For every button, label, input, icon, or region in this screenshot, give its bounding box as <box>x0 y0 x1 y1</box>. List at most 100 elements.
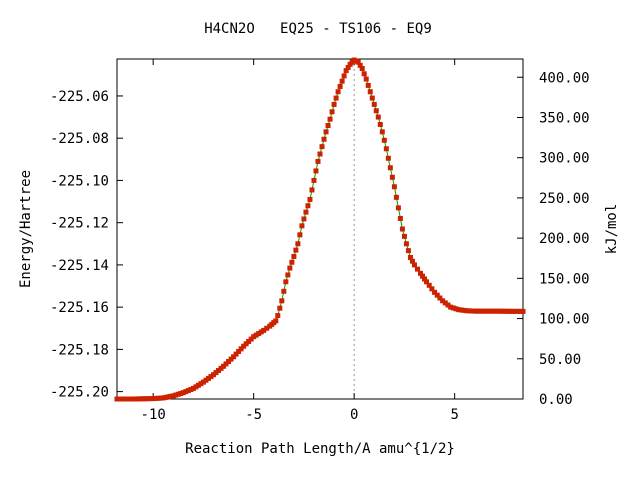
data-point <box>236 348 242 354</box>
data-point <box>417 270 423 276</box>
y-tick-label: -225.20 <box>50 385 109 401</box>
data-point <box>133 396 139 402</box>
data-point <box>301 216 307 222</box>
data-point <box>193 384 199 390</box>
data-point <box>130 396 136 402</box>
data-point <box>291 253 297 259</box>
data-point <box>218 365 224 371</box>
y-tick-label: -225.12 <box>50 216 109 232</box>
data-point <box>143 396 149 402</box>
data-point <box>397 215 403 221</box>
data-point <box>472 308 478 314</box>
data-point <box>469 308 475 314</box>
data-point <box>497 308 503 314</box>
x-axis-ticks: -10 -5 0 5 <box>141 59 459 423</box>
data-point <box>170 393 176 399</box>
data-point <box>188 386 194 392</box>
data-point <box>183 389 189 395</box>
data-point <box>343 68 349 74</box>
data-point <box>295 241 301 247</box>
data-point <box>297 232 303 238</box>
x-tick-label: -10 <box>141 407 166 423</box>
data-point <box>238 346 244 352</box>
data-point <box>160 395 166 401</box>
data-point <box>231 354 237 360</box>
data-point <box>155 395 161 401</box>
data-point <box>509 308 515 314</box>
y2-tick-label: 250.00 <box>539 191 590 207</box>
data-point <box>331 101 337 107</box>
y-tick-label: -225.10 <box>50 173 109 189</box>
x-tick-label: -5 <box>245 407 262 423</box>
data-point <box>365 82 371 88</box>
data-point <box>319 144 325 150</box>
y-tick-label: -225.08 <box>50 131 109 147</box>
data-point <box>492 308 498 314</box>
data-point <box>458 307 464 313</box>
data-point <box>321 136 327 142</box>
data-point <box>442 300 448 306</box>
data-point <box>287 265 293 271</box>
y2-tick-label: 400.00 <box>539 70 590 86</box>
data-point <box>409 258 415 264</box>
data-point <box>198 381 204 387</box>
data-point <box>333 95 339 101</box>
data-point <box>200 379 206 385</box>
y2-tick-label: 100.00 <box>539 312 590 328</box>
data-point <box>489 308 495 314</box>
data-point <box>426 282 432 288</box>
data-point <box>226 359 232 365</box>
y-tick-label: -225.18 <box>50 342 109 358</box>
data-point <box>285 272 291 278</box>
data-point <box>233 351 239 357</box>
energy-curve-points <box>114 57 526 402</box>
data-point <box>190 385 196 391</box>
data-point <box>279 298 285 304</box>
data-point <box>315 158 321 164</box>
data-point <box>150 396 156 402</box>
data-point <box>375 114 381 120</box>
data-point <box>283 279 289 285</box>
data-point <box>432 289 438 295</box>
chart-title: H4CN2O EQ25 - TS106 - EQ9 <box>204 21 432 37</box>
data-point <box>289 259 295 265</box>
energy-curve-line <box>117 59 523 400</box>
data-point <box>311 177 317 183</box>
data-point <box>502 308 508 314</box>
data-point <box>367 89 373 95</box>
y2-tick-label: 150.00 <box>539 271 590 287</box>
data-point <box>341 73 347 79</box>
data-point <box>391 184 397 190</box>
data-point <box>389 174 395 180</box>
data-point <box>379 129 385 135</box>
data-point <box>305 203 311 209</box>
data-point <box>210 372 216 378</box>
data-point <box>337 83 343 89</box>
data-point <box>251 334 257 340</box>
data-point <box>484 308 490 314</box>
data-point <box>507 308 513 314</box>
data-point <box>140 396 146 402</box>
data-point <box>281 288 287 294</box>
data-point <box>453 306 459 312</box>
data-point <box>213 370 219 376</box>
data-point <box>494 308 500 314</box>
data-point <box>499 308 505 314</box>
data-point <box>158 395 164 401</box>
data-point <box>293 247 299 253</box>
data-point <box>208 374 214 380</box>
data-point <box>377 121 383 127</box>
data-point <box>327 116 333 122</box>
data-point <box>383 146 389 152</box>
data-point <box>373 108 379 114</box>
data-point <box>456 307 462 313</box>
data-point <box>357 62 363 68</box>
data-point <box>345 64 351 70</box>
data-point <box>258 329 264 335</box>
data-point <box>385 155 391 161</box>
y-tick-label: -225.16 <box>50 300 109 316</box>
data-point <box>299 223 305 229</box>
data-point <box>487 308 493 314</box>
data-point <box>145 396 151 402</box>
